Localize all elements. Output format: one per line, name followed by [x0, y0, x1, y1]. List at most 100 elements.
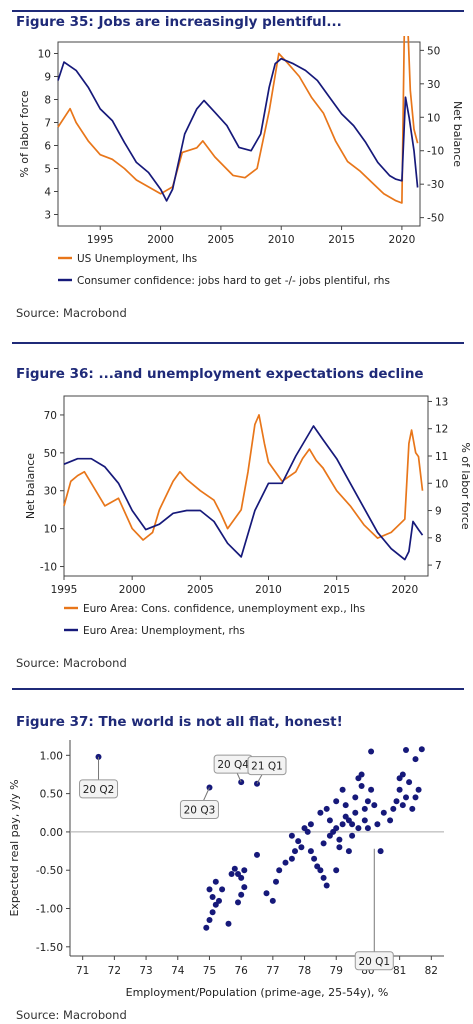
- fig36-right-tick-label: 12: [435, 424, 448, 436]
- fig37-annotation-box: [179, 799, 219, 819]
- fig37-point: [282, 859, 289, 866]
- figure-36: Figure 36: ...and unemployment expectati…: [0, 356, 473, 676]
- fig37-annotation-label: 20 Q4: [217, 759, 249, 771]
- fig36-x-tick-label: 2020: [391, 584, 418, 596]
- fig37-annotation-label: 20 Q2: [83, 784, 115, 796]
- fig35-x-tick-label: 2000: [147, 234, 174, 246]
- fig35-x-tick-label: 2015: [328, 234, 355, 246]
- fig37-point: [269, 897, 276, 904]
- fig35-x-tick-label: 2010: [268, 234, 295, 246]
- figure-35-source: Source: Macrobond: [16, 306, 127, 320]
- fig37-point: [374, 821, 381, 828]
- fig37-point: [288, 855, 295, 862]
- fig36-plot-frame: [63, 395, 429, 577]
- fig37-point: [206, 784, 213, 791]
- fig37-point: [307, 848, 314, 855]
- fig35-left-tick-label: 4: [44, 187, 51, 199]
- fig37-point: [399, 771, 406, 778]
- figure-36-title: Figure 36: ...and unemployment expectati…: [16, 366, 424, 382]
- fig35-left-tick-label: 8: [44, 95, 51, 107]
- fig37-point: [352, 809, 359, 816]
- fig37-point: [361, 817, 368, 824]
- fig35-left-tick-label: 7: [44, 118, 51, 130]
- fig37-x-tick-label: 79: [330, 965, 343, 977]
- fig37-point: [393, 798, 400, 805]
- fig37-point: [254, 780, 260, 787]
- fig37-point: [412, 794, 419, 801]
- fig37-point: [241, 867, 248, 874]
- fig37-point: [206, 886, 213, 893]
- fig37-point: [333, 825, 340, 832]
- fig37-point: [412, 756, 419, 763]
- fig37-point: [368, 786, 375, 793]
- fig36-right-tick-label: 8: [435, 533, 442, 545]
- fig36-left-tick-label: 70: [44, 410, 57, 422]
- fig37-point: [361, 805, 368, 812]
- fig37-point: [403, 747, 409, 753]
- figure-36-chart: -10 10 30 50 70 7 8 9 10 11 12 13 1995 2000 2005 2010 20…: [24, 395, 472, 637]
- fig36-left-tick-label: 50: [44, 448, 57, 460]
- fig36-right-tick-label: 7: [435, 560, 442, 572]
- fig35-legend-label-0: US Unemployment, lhs: [77, 253, 197, 265]
- figure-35-top-rule: [12, 10, 464, 12]
- fig37-y-tick-label: -1.00: [36, 904, 63, 916]
- fig35-series-line-1: [57, 57, 419, 202]
- fig35-left-tick-label: 5: [44, 164, 51, 176]
- fig36-x-tick-label: 1995: [51, 584, 78, 596]
- fig37-point: [254, 851, 260, 858]
- fig37-point: [339, 821, 346, 828]
- fig37-point: [298, 844, 305, 851]
- fig37-x-tick-label: 78: [298, 965, 311, 977]
- fig37-point: [311, 855, 318, 862]
- fig37-y-axis-label: Expected real pay, y/y %: [8, 779, 21, 916]
- fig37-point: [349, 821, 356, 828]
- fig37-point: [333, 798, 340, 805]
- fig37-x-tick-label: 72: [108, 965, 121, 977]
- fig37-point: [209, 894, 216, 900]
- fig37-x-tick-label: 75: [203, 965, 216, 977]
- fig37-point: [231, 865, 238, 872]
- fig37-point: [364, 798, 371, 805]
- fig37-point: [238, 891, 245, 898]
- fig37-x-tick-label: 81: [393, 965, 406, 977]
- fig35-plot-frame: [57, 41, 421, 227]
- fig37-point: [390, 805, 397, 812]
- fig37-x-tick-label: 76: [234, 965, 248, 977]
- fig36-right-axis-label: % of labor force: [459, 442, 472, 530]
- fig36-right-tick-label: 9: [435, 506, 442, 518]
- fig37-x-tick-label: 74: [171, 965, 185, 977]
- fig37-point: [225, 920, 232, 927]
- fig35-left-axis-label: % of labor force: [18, 90, 31, 178]
- fig37-y-tick-label: -1.50: [36, 942, 63, 954]
- fig35-right-tick-label: -10: [427, 146, 444, 158]
- fig37-point: [320, 874, 327, 881]
- fig35-series-line-0: [57, 36, 419, 204]
- fig37-point: [216, 897, 222, 904]
- fig36-left-axis-label: Net balance: [24, 453, 37, 519]
- fig35-x-tick-label: 2005: [208, 234, 235, 246]
- fig37-point: [406, 779, 413, 786]
- fig37-point: [235, 899, 241, 906]
- fig37-point: [292, 848, 298, 855]
- figure-37-source: Source: Macrobond: [16, 1008, 127, 1022]
- fig35-right-tick-label: -50: [427, 213, 444, 225]
- fig37-point: [368, 748, 375, 755]
- fig37-point: [263, 890, 270, 897]
- fig37-point: [203, 924, 210, 931]
- fig37-annotation-box: [354, 951, 394, 971]
- fig37-point: [349, 832, 356, 839]
- fig37-point: [371, 802, 378, 809]
- figure-37: Figure 37: The world is not all flat, ho…: [0, 708, 473, 1024]
- fig36-right-tick-label: 11: [435, 451, 448, 463]
- fig37-point: [396, 786, 403, 793]
- fig36-right-tick-label: 13: [435, 396, 448, 408]
- fig37-point: [364, 825, 371, 832]
- fig37-point: [323, 805, 330, 812]
- fig35-legend-label-1: Consumer confidence: jobs hard to get -/…: [77, 275, 390, 287]
- fig36-left-tick-label: 10: [44, 524, 57, 536]
- fig35-right-tick-label: -30: [427, 179, 444, 191]
- fig37-point: [403, 794, 409, 801]
- fig37-x-tick-label: 71: [76, 965, 89, 977]
- figure-35: Figure 35: Jobs are increasingly plentif…: [0, 0, 473, 330]
- fig35-left-tick-label: 9: [44, 72, 51, 84]
